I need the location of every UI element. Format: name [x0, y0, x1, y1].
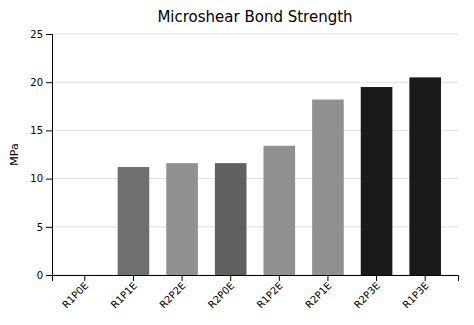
axis-line	[53, 276, 459, 282]
tick-label: 15	[30, 125, 43, 136]
tick-mark	[230, 275, 231, 281]
tick: R2P0E	[206, 275, 236, 310]
grid-line	[52, 178, 458, 179]
grid-line	[52, 82, 458, 83]
chart-svg: 0 5 10 15 20 25 R1P0E R1P1E R2P2E R2P0E R1P2E R2P1E…	[0, 0, 474, 325]
tick-mark	[46, 130, 52, 131]
tick-mark	[182, 275, 183, 281]
tick: R1P3E	[400, 275, 430, 310]
y-axis-title: MPa	[8, 143, 21, 165]
tick: 5	[37, 222, 52, 233]
tick-label: R1P2E	[255, 280, 285, 310]
x-axis: R1P0E R1P1E R2P2E R2P0E R1P2E R2P1E R2P3E R1P3E	[53, 275, 459, 310]
tick-label: R2P1E	[303, 280, 333, 310]
tick: 20	[30, 77, 52, 88]
grid-line	[52, 226, 458, 227]
tick-mark	[46, 34, 52, 35]
tick-label: R1P1E	[109, 280, 139, 310]
tick-label: R1P0E	[60, 280, 90, 310]
bar	[264, 146, 296, 275]
bar	[361, 87, 393, 275]
grid	[52, 34, 458, 275]
tick: R2P3E	[352, 275, 382, 310]
bar	[118, 167, 150, 275]
tick-label: 5	[37, 222, 43, 233]
bar	[312, 100, 344, 275]
tick-mark	[279, 275, 280, 281]
tick-mark	[133, 275, 134, 281]
tick-mark	[46, 82, 52, 83]
tick-label: 25	[30, 29, 43, 40]
axis-line	[46, 35, 53, 276]
tick-label: R2P3E	[352, 280, 382, 310]
tick: R2P1E	[303, 275, 333, 310]
tick-label: 0	[37, 270, 43, 281]
tick-label: R2P2E	[157, 280, 187, 310]
bars	[118, 77, 441, 275]
tick: R1P2E	[255, 275, 285, 310]
bar	[409, 77, 441, 275]
tick-label: 10	[30, 173, 43, 184]
tick-mark	[425, 275, 426, 281]
tick-mark	[84, 275, 85, 281]
grid-line	[52, 34, 458, 35]
tick-label: R1P3E	[400, 280, 430, 310]
tick: 0	[37, 270, 52, 281]
tick-label: 20	[30, 77, 43, 88]
tick: R2P2E	[157, 275, 187, 310]
tick: 10	[30, 173, 52, 184]
tick: 15	[30, 125, 52, 136]
tick-mark	[46, 275, 52, 276]
tick-mark	[376, 275, 377, 281]
tick: R1P1E	[109, 275, 139, 310]
tick: R1P0E	[60, 275, 90, 310]
y-axis: 0 5 10 15 20 25	[30, 29, 52, 281]
bar	[69, 275, 101, 276]
grid-line	[52, 130, 458, 131]
bar	[215, 163, 247, 275]
chart-title: Microshear Bond Strength	[157, 8, 352, 26]
chart-container: 0 5 10 15 20 25 R1P0E R1P1E R2P2E R2P0E R1P2E R2P1E…	[0, 0, 474, 325]
tick-mark	[46, 227, 52, 228]
tick-mark	[327, 275, 328, 281]
bar	[166, 163, 198, 275]
tick-mark	[46, 179, 52, 180]
tick: 25	[30, 29, 52, 40]
tick-label: R2P0E	[206, 280, 236, 310]
plot-area: 0 5 10 15 20 25 R1P0E R1P1E R2P2E R2P0E R1P2E R2P1E…	[30, 29, 458, 311]
